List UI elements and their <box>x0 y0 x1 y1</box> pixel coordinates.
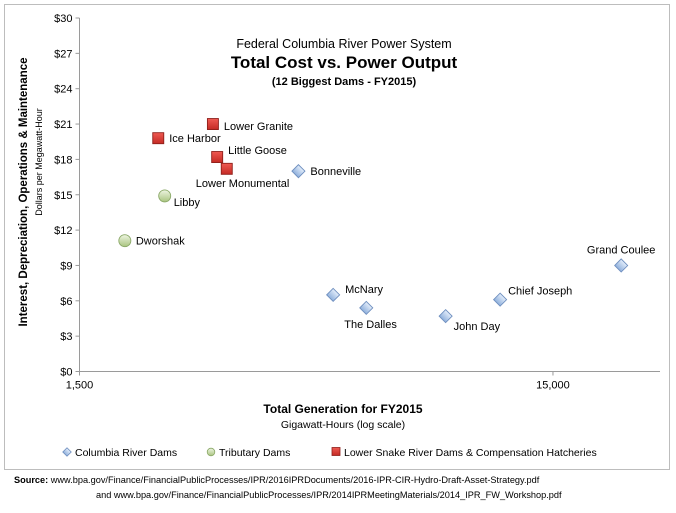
y-tick-label: $0 <box>60 367 72 379</box>
data-points <box>118 118 629 324</box>
x-tick-label: 1,500 <box>66 380 94 392</box>
x-axis-sublabel: Gigawatt-Hours (log scale) <box>281 419 405 431</box>
point-lower-monumental <box>220 162 233 175</box>
chart-frame <box>4 4 670 470</box>
source-url-1: www.bpa.gov/Finance/FinancialPublicProce… <box>48 475 540 485</box>
legend-item-columbia-river-dams: Columbia River Dams <box>62 447 177 459</box>
x-axis-label: Total Generation for FY2015 <box>263 402 422 416</box>
scatter-chart: Federal Columbia River Power System Tota… <box>18 13 660 459</box>
label-dworshak: Dworshak <box>136 236 185 248</box>
label-grand-coulee: Grand Coulee <box>587 244 656 256</box>
point-dworshak <box>118 234 132 248</box>
point-lower-granite <box>206 118 219 131</box>
y-axis-label: Interest, Depreciation, Operations & Mai… <box>18 57 30 326</box>
source-line-1: Source: www.bpa.gov/Finance/FinancialPub… <box>14 473 539 487</box>
y-tick-label: $6 <box>60 296 72 308</box>
legend-label-tributary-dams: Tributary Dams <box>219 447 290 459</box>
source-prefix: Source: <box>14 475 49 485</box>
label-lower-granite: Lower Granite <box>224 121 293 133</box>
legend-label-columbia-river-dams: Columbia River Dams <box>75 447 177 459</box>
source-line-2: and www.bpa.gov/Finance/FinancialPublicP… <box>96 490 562 500</box>
point-mcnary <box>325 287 341 303</box>
legend-label-lower-snake-river-dams: Lower Snake River Dams & Compensation Ha… <box>344 447 597 459</box>
label-mcnary: McNary <box>345 284 383 296</box>
label-bonneville: Bonneville <box>310 166 361 178</box>
label-ice-harbor: Ice Harbor <box>169 133 221 145</box>
chart-title-line-2: Total Cost vs. Power Output <box>231 53 458 72</box>
point-ice-harbor <box>152 132 165 145</box>
point-little-goose <box>211 151 224 163</box>
legend-marker-circle <box>206 447 216 457</box>
chart-title: Federal Columbia River Power System Tota… <box>231 37 458 88</box>
legend-item-lower-snake-river-dams: Lower Snake River Dams & Compensation Ha… <box>331 447 597 459</box>
legend-marker-diamond <box>62 447 72 457</box>
point-bonneville <box>291 164 306 179</box>
point-libby <box>158 189 172 203</box>
y-tick-label: $18 <box>54 154 72 166</box>
y-tick-label: $3 <box>60 331 72 343</box>
x-tick-label: 15,000 <box>536 380 570 392</box>
point-grand-coulee <box>614 258 629 273</box>
label-lower-monumental: Lower Monumental <box>196 178 290 190</box>
y-tick-label: $24 <box>54 84 72 96</box>
x-axis-ticks: 1,500 15,000 <box>66 371 570 392</box>
y-tick-label: $15 <box>54 190 72 202</box>
chart-title-line-1: Federal Columbia River Power System <box>236 37 451 51</box>
y-tick-label: $9 <box>60 260 72 272</box>
point-the-dalles <box>359 300 374 316</box>
label-chief-joseph: Chief Joseph <box>508 286 572 298</box>
label-libby: Libby <box>174 197 201 209</box>
label-little-goose: Little Goose <box>228 145 287 157</box>
point-john-day <box>438 308 453 324</box>
label-the-dalles: The Dalles <box>344 319 397 331</box>
legend-marker-square <box>331 447 341 456</box>
chart-legend: Columbia River Dams Tributary Dams Lower… <box>62 447 597 459</box>
legend-item-tributary-dams: Tributary Dams <box>206 447 290 459</box>
point-chief-joseph <box>492 292 508 307</box>
y-tick-label: $12 <box>54 225 72 237</box>
y-tick-label: $30 <box>54 13 72 25</box>
y-tick-label: $27 <box>54 48 72 60</box>
data-labels: Bonneville McNary The Dalles John Day Chief … <box>136 121 656 333</box>
chart-title-line-3: (12 Biggest Dams - FY2015) <box>272 76 417 88</box>
label-john-day: John Day <box>454 321 501 333</box>
y-axis-ticks: $0 $3 $6 $9 $12 $15 $18 $21 $24 $27 $30 <box>54 13 80 379</box>
y-axis-sublabel: Dollars per Megawatt-Hour <box>34 108 44 216</box>
y-tick-label: $21 <box>54 119 72 131</box>
